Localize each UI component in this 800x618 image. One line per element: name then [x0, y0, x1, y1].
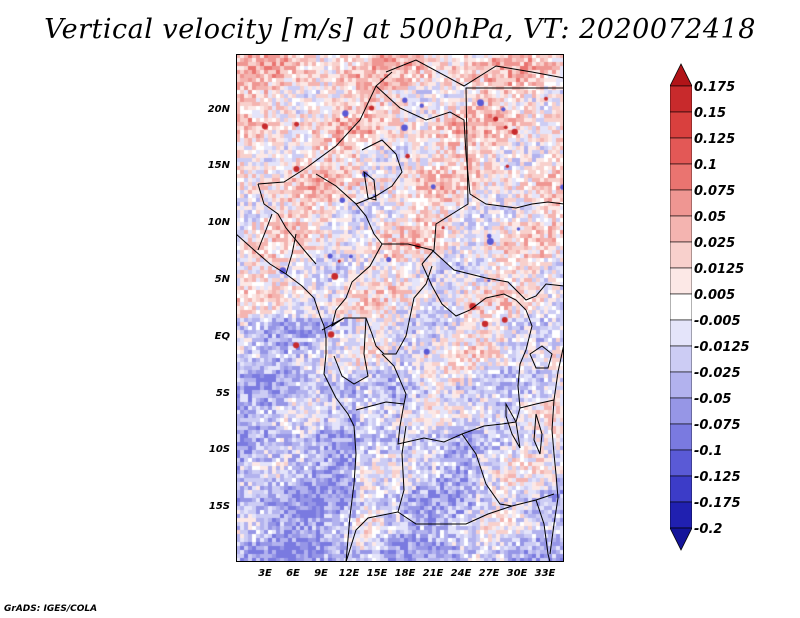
colorbar-label: -0.05 — [694, 392, 732, 407]
colorbar-swatch — [670, 345, 692, 373]
lat-label: 15S — [208, 501, 230, 512]
colorbar-swatch — [670, 319, 692, 347]
lat-label: 5S — [215, 388, 230, 399]
colorbar-swatch — [670, 241, 692, 269]
border — [436, 493, 555, 525]
border — [285, 233, 297, 275]
colorbar-bottom-arrow — [670, 527, 692, 551]
border — [355, 401, 517, 445]
colorbar-swatch — [670, 397, 692, 425]
colorbar-label: -0.1 — [694, 444, 723, 459]
boundaries-overlay — [236, 54, 564, 562]
lon-label: 12E — [338, 568, 360, 579]
colorbar-label: 0.0125 — [694, 262, 745, 277]
lat-label: 5N — [214, 274, 230, 285]
lat-label: 15N — [207, 160, 230, 171]
lake — [533, 413, 543, 455]
lon-label: 21E — [422, 568, 444, 579]
border — [381, 353, 407, 405]
colorbar — [670, 63, 692, 551]
colorbar-label: 0.005 — [694, 288, 736, 303]
lat-label: 10N — [207, 217, 230, 228]
lon-label: 15E — [366, 568, 388, 579]
border — [421, 263, 527, 317]
colorbar-label: 0.05 — [694, 210, 727, 225]
colorbar-label: 0.175 — [694, 80, 736, 95]
colorbar-label: 0.075 — [694, 184, 736, 199]
colorbar-swatch — [670, 189, 692, 217]
colorbar-label: -0.005 — [694, 314, 741, 329]
border — [315, 173, 383, 311]
colorbar-swatch — [670, 137, 692, 165]
lon-label: 30E — [506, 568, 528, 579]
colorbar-label: -0.025 — [694, 366, 741, 381]
border — [257, 213, 273, 251]
border — [519, 399, 555, 409]
colorbar-top-arrow — [670, 63, 692, 87]
map-title: Vertical velocity [m/s] at 500hPa, VT: 2… — [44, 14, 756, 45]
lat-label: 20N — [207, 104, 230, 115]
lon-label: 3E — [258, 568, 272, 579]
lon-label: 33E — [534, 568, 556, 579]
border — [535, 499, 551, 562]
border — [257, 71, 393, 185]
colorbar-label: -0.2 — [694, 522, 723, 537]
colorbar-swatch — [670, 163, 692, 191]
colorbar-label: -0.075 — [694, 418, 741, 433]
colorbar-swatch — [670, 371, 692, 399]
lon-label: 27E — [478, 568, 500, 579]
lon-label: 6E — [286, 568, 300, 579]
border — [321, 317, 345, 331]
border — [355, 139, 403, 205]
border — [461, 433, 513, 507]
colorbar-swatch — [670, 423, 692, 451]
grads-credit: GrADS: IGES/COLA — [4, 604, 98, 614]
lon-label: 18E — [394, 568, 416, 579]
colorbar-swatch — [670, 85, 692, 113]
colorbar-label: 0.1 — [694, 158, 718, 173]
colorbar-swatch — [670, 267, 692, 295]
coastline — [236, 233, 357, 562]
border — [257, 183, 317, 265]
map-plot-area — [236, 54, 564, 562]
border — [469, 193, 564, 209]
lon-label: 24E — [450, 568, 472, 579]
lake — [505, 402, 521, 449]
border — [385, 59, 564, 87]
border — [375, 85, 471, 195]
colorbar-swatch — [670, 111, 692, 139]
colorbar-label: -0.0125 — [694, 340, 750, 355]
colorbar-label: 0.025 — [694, 236, 736, 251]
east-coastline — [549, 343, 564, 555]
lake — [529, 345, 553, 369]
colorbar-swatch — [670, 449, 692, 477]
colorbar-label: -0.125 — [694, 470, 741, 485]
colorbar-label: -0.175 — [694, 496, 741, 511]
colorbar-label: 0.15 — [694, 106, 727, 121]
colorbar-swatch — [670, 215, 692, 243]
lake — [363, 170, 377, 201]
lat-label: 10S — [208, 444, 230, 455]
border — [421, 87, 564, 265]
border — [382, 243, 564, 301]
colorbar-swatch — [670, 501, 692, 529]
colorbar-label: 0.125 — [694, 132, 736, 147]
border — [397, 511, 436, 525]
border — [333, 317, 369, 385]
vertical-velocity-field — [236, 54, 564, 562]
lon-label: 9E — [314, 568, 328, 579]
colorbar-swatch — [670, 475, 692, 503]
lat-label: EQ — [214, 331, 230, 342]
colorbar-swatch — [670, 293, 692, 321]
border — [331, 265, 433, 355]
